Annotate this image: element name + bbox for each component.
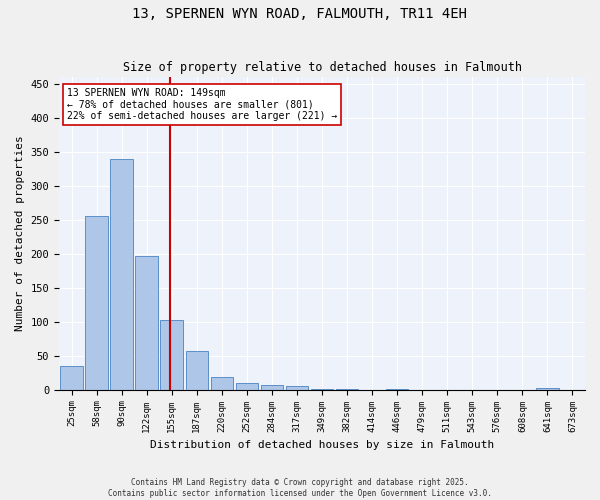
Text: 13 SPERNEN WYN ROAD: 149sqm
← 78% of detached houses are smaller (801)
22% of se: 13 SPERNEN WYN ROAD: 149sqm ← 78% of det…: [67, 88, 337, 121]
Bar: [110, 158, 133, 390]
Bar: [211, 377, 233, 390]
Bar: [311, 389, 333, 390]
Bar: [536, 388, 559, 390]
Bar: [60, 366, 83, 390]
Bar: [386, 389, 409, 390]
X-axis label: Distribution of detached houses by size in Falmouth: Distribution of detached houses by size …: [150, 440, 494, 450]
Bar: [136, 256, 158, 390]
Y-axis label: Number of detached properties: Number of detached properties: [15, 136, 25, 331]
Bar: [160, 320, 183, 390]
Text: Contains HM Land Registry data © Crown copyright and database right 2025.
Contai: Contains HM Land Registry data © Crown c…: [108, 478, 492, 498]
Bar: [260, 385, 283, 390]
Bar: [236, 383, 258, 390]
Text: 13, SPERNEN WYN ROAD, FALMOUTH, TR11 4EH: 13, SPERNEN WYN ROAD, FALMOUTH, TR11 4EH: [133, 8, 467, 22]
Bar: [286, 386, 308, 390]
Bar: [85, 216, 108, 390]
Bar: [336, 389, 358, 390]
Title: Size of property relative to detached houses in Falmouth: Size of property relative to detached ho…: [122, 62, 521, 74]
Bar: [185, 351, 208, 390]
